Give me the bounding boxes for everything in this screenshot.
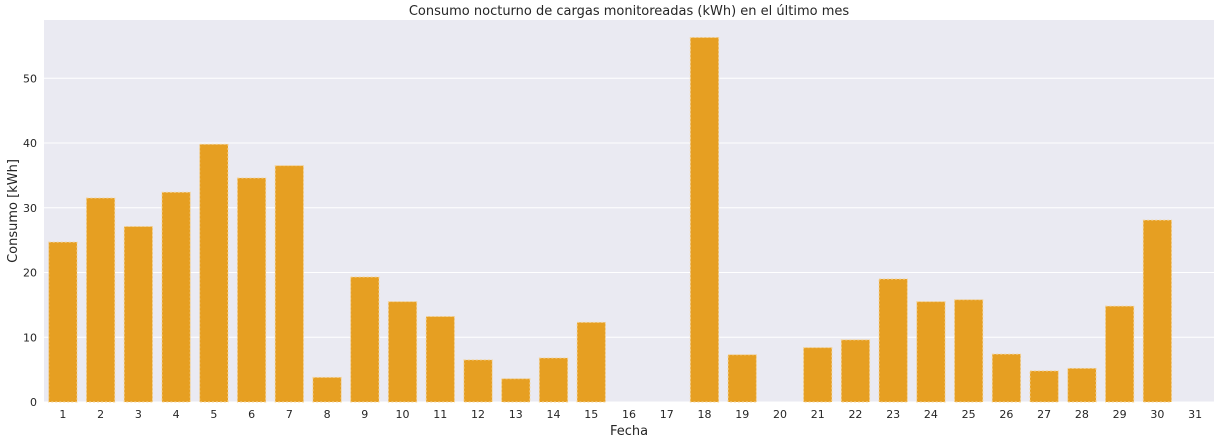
y-tick-labels: 0 10 20 30 40 50 [23, 72, 37, 409]
x-tick-label: 19 [735, 408, 749, 421]
y-tick-label: 50 [23, 72, 37, 85]
x-tick-label: 7 [286, 408, 293, 421]
y-tick-label: 20 [23, 267, 37, 280]
chart-title: Consumo nocturno de cargas monitoreadas … [409, 4, 850, 19]
x-tick-label: 23 [886, 408, 900, 421]
x-tick-label: 5 [210, 408, 217, 421]
bar-9 [350, 276, 380, 403]
bar-27 [1029, 370, 1059, 403]
bar-2 [85, 197, 116, 403]
bar-21 [803, 347, 833, 403]
y-tick-label: 10 [23, 331, 37, 344]
x-tick-label: 28 [1075, 408, 1089, 421]
bar-8 [312, 376, 342, 403]
bar-5 [199, 143, 229, 403]
bar-26 [991, 353, 1022, 403]
y-axis-label: Consumo [kWh] [6, 159, 21, 263]
x-tick-label: 15 [584, 408, 598, 421]
y-tick-label: 40 [23, 137, 37, 150]
bar-10 [387, 301, 418, 403]
x-tick-label: 26 [999, 408, 1013, 421]
x-tick-label: 20 [773, 408, 787, 421]
bar-23 [878, 278, 908, 403]
x-tick-label: 25 [962, 408, 976, 421]
bar-6 [236, 177, 267, 403]
x-tick-label: 31 [1188, 408, 1202, 421]
bar-28 [1067, 367, 1097, 403]
x-tick-label: 17 [660, 408, 674, 421]
bar-29 [1104, 305, 1135, 403]
bars [48, 36, 1173, 403]
x-tick-label: 24 [924, 408, 938, 421]
bar-1 [48, 241, 78, 403]
x-tick-label: 6 [248, 408, 255, 421]
bar-19 [727, 354, 757, 403]
x-tick-label: 18 [697, 408, 711, 421]
x-tick-label: 29 [1113, 408, 1127, 421]
x-tick-label: 21 [811, 408, 825, 421]
bar-7 [274, 165, 304, 403]
x-tick-label: 3 [135, 408, 142, 421]
bar-22 [840, 339, 871, 403]
x-tick-label: 2 [97, 408, 104, 421]
y-tick-label: 30 [23, 202, 37, 215]
x-axis-label: Fecha [610, 424, 648, 439]
bar-4 [161, 191, 191, 403]
x-tick-label: 11 [433, 408, 447, 421]
bar-18 [689, 36, 720, 403]
x-tick-label: 16 [622, 408, 636, 421]
bar-3 [123, 226, 154, 403]
x-tick-label: 10 [396, 408, 410, 421]
bar-25 [954, 299, 984, 403]
x-tick-label: 9 [361, 408, 368, 421]
bar-15 [576, 321, 606, 403]
y-tick-label: 0 [30, 396, 37, 409]
x-tick-label: 27 [1037, 408, 1051, 421]
bar-12 [463, 359, 493, 403]
x-tick-label: 30 [1150, 408, 1164, 421]
x-tick-label: 14 [547, 408, 561, 421]
x-tick-labels: 1 2 3 4 5 6 7 8 9 10 11 12 13 14 15 16 17 18 19 20 21 22 23 24 2… [59, 408, 1202, 421]
x-tick-label: 8 [324, 408, 331, 421]
x-tick-label: 4 [173, 408, 180, 421]
x-tick-label: 12 [471, 408, 485, 421]
bar-24 [916, 301, 946, 403]
x-tick-label: 22 [848, 408, 862, 421]
x-tick-label: 1 [59, 408, 66, 421]
x-tick-label: 13 [509, 408, 523, 421]
bar-13 [501, 378, 531, 403]
bar-11 [425, 316, 455, 403]
bar-14 [538, 357, 569, 403]
bar-30 [1142, 219, 1173, 403]
